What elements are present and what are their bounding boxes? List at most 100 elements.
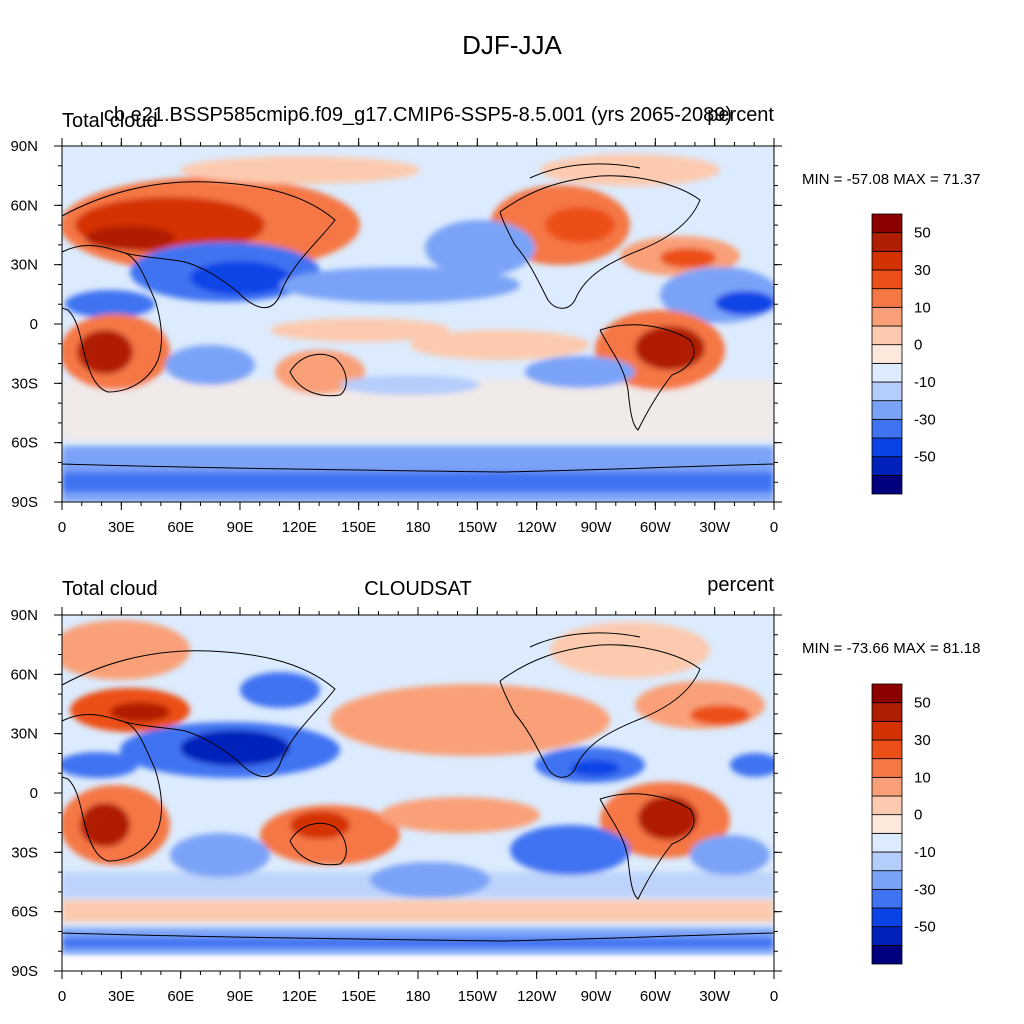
x-tick-label: 150W xyxy=(458,519,498,536)
panel-1-right-label: percent xyxy=(707,104,774,126)
colorbar-swatch xyxy=(871,814,903,834)
colorbar-swatch xyxy=(871,702,903,722)
y-tick-label: 60N xyxy=(10,666,38,683)
x-tick-label: 150E xyxy=(341,988,376,1005)
y-tick-label: 30N xyxy=(10,257,38,274)
panel-2-colorbar: 50 30 10 0 -10 -30 -50 xyxy=(871,683,936,965)
panel-2-axes: 0 30E 60E 90E 120E 150E 180 150W 120W 90W 60W 30W 0 9… xyxy=(10,607,782,1005)
colorbar-label: -10 xyxy=(914,844,936,861)
x-tick-label: 120E xyxy=(282,988,317,1005)
panel-2-coastlines xyxy=(62,632,774,942)
y-tick-label: 60S xyxy=(11,435,38,452)
colorbar-swatch xyxy=(871,418,903,439)
colorbar-swatch xyxy=(871,739,903,760)
colorbar-swatch xyxy=(871,870,903,890)
colorbar-label: 10 xyxy=(914,769,931,786)
colorbar-swatch xyxy=(871,474,903,495)
x-tick-label: 60W xyxy=(640,988,672,1005)
y-tick-label: 90N xyxy=(10,607,38,624)
x-tick-label: 30E xyxy=(108,519,135,536)
y-tick-label: 60S xyxy=(11,904,38,921)
panel-1-center-label: cb e21.BSSP585cmip6.f09_g17.CMIP6-SSP5-8… xyxy=(103,104,733,126)
figure-title: DJF-JJA xyxy=(462,30,562,60)
y-tick-label: 60N xyxy=(10,197,38,214)
colorbar-swatch xyxy=(871,381,903,402)
colorbar-swatch xyxy=(871,720,903,741)
panel-1-axes: 0 30E 60E 90E 120E 150E 180 150W 120W 90W 60W 30W 0 9… xyxy=(10,138,782,536)
colorbar-swatch xyxy=(871,306,903,327)
panel-1-map: 0 30E 60E 90E 120E 150E 180 150W 120W 90W 60W 30W 0 9… xyxy=(10,138,782,536)
colorbar-label: 10 xyxy=(914,299,931,316)
x-tick-label: 180 xyxy=(405,988,430,1005)
panel-1-coastlines xyxy=(62,163,774,473)
colorbar-label: 0 xyxy=(914,337,922,354)
colorbar-swatch xyxy=(871,250,903,271)
y-tick-label: 0 xyxy=(30,316,38,333)
panel-2-field xyxy=(62,615,774,971)
colorbar-swatch xyxy=(871,269,903,290)
colorbar-swatch xyxy=(871,888,903,909)
panel-2-left-label: Total cloud xyxy=(62,578,158,600)
colorbar-label: -50 xyxy=(914,449,936,466)
y-tick-label: 0 xyxy=(30,785,38,802)
x-tick-label: 30E xyxy=(108,988,135,1005)
y-tick-label: 90S xyxy=(11,494,38,511)
colorbar-swatch xyxy=(871,758,903,778)
x-tick-label: 0 xyxy=(770,988,778,1005)
y-tick-label: 30N xyxy=(10,726,38,743)
colorbar-swatch xyxy=(871,325,903,346)
colorbar-label: 50 xyxy=(914,695,931,712)
x-tick-label: 0 xyxy=(58,519,66,536)
x-tick-label: 90W xyxy=(581,988,613,1005)
panel-1-minmax: MIN = -57.08 MAX = 71.37 xyxy=(802,171,981,188)
panel-2-right-label: percent xyxy=(707,574,774,596)
colorbar-label: -10 xyxy=(914,374,936,391)
colorbar-swatch xyxy=(871,400,903,420)
x-tick-label: 0 xyxy=(770,519,778,536)
y-tick-label: 30S xyxy=(11,375,38,392)
colorbar-swatch xyxy=(871,362,903,383)
colorbar-swatch xyxy=(871,907,903,928)
panel-2-minmax: MIN = -73.66 MAX = 81.18 xyxy=(802,640,981,657)
y-tick-label: 90N xyxy=(10,138,38,155)
colorbar-swatch xyxy=(871,851,903,872)
x-tick-label: 90E xyxy=(227,519,254,536)
colorbar-swatch xyxy=(871,437,903,458)
x-tick-label: 0 xyxy=(58,988,66,1005)
colorbar-label: 50 xyxy=(914,225,931,242)
panel-1-left-label: Total cloud xyxy=(62,110,158,132)
y-tick-label: 30S xyxy=(11,844,38,861)
colorbar-swatch xyxy=(871,776,903,797)
colorbar-swatch xyxy=(871,832,903,853)
x-tick-label: 120W xyxy=(517,519,557,536)
colorbar-swatch xyxy=(871,344,903,364)
x-tick-label: 30W xyxy=(699,519,731,536)
x-tick-label: 60E xyxy=(167,519,194,536)
colorbar-swatch xyxy=(871,944,903,965)
x-tick-label: 120W xyxy=(517,988,557,1005)
x-tick-label: 120E xyxy=(282,519,317,536)
colorbar-label: 30 xyxy=(914,732,931,749)
colorbar-swatch xyxy=(871,456,903,476)
panel-1-field xyxy=(62,146,774,502)
colorbar-label: 30 xyxy=(914,262,931,279)
panel-1-colorbar: 50 30 10 0 -10 -30 -50 xyxy=(871,213,936,495)
y-tick-label: 90S xyxy=(11,963,38,980)
colorbar-label: -30 xyxy=(914,411,936,428)
x-tick-label: 150W xyxy=(458,988,498,1005)
x-tick-label: 180 xyxy=(405,519,430,536)
colorbar-label: -30 xyxy=(914,881,936,898)
x-tick-label: 30W xyxy=(699,988,731,1005)
panel-2-map: 0 30E 60E 90E 120E 150E 180 150W 120W 90W 60W 30W 0 9… xyxy=(10,607,782,1005)
panel-2-center-label: CLOUDSAT xyxy=(364,578,472,600)
x-tick-label: 90W xyxy=(581,519,613,536)
colorbar-swatch xyxy=(871,232,903,252)
x-tick-label: 60E xyxy=(167,988,194,1005)
colorbar-swatch xyxy=(871,926,903,946)
x-tick-label: 150E xyxy=(341,519,376,536)
colorbar-label: -50 xyxy=(914,919,936,936)
x-tick-label: 90E xyxy=(227,988,254,1005)
colorbar-swatch xyxy=(871,795,903,816)
x-tick-label: 60W xyxy=(640,519,672,536)
